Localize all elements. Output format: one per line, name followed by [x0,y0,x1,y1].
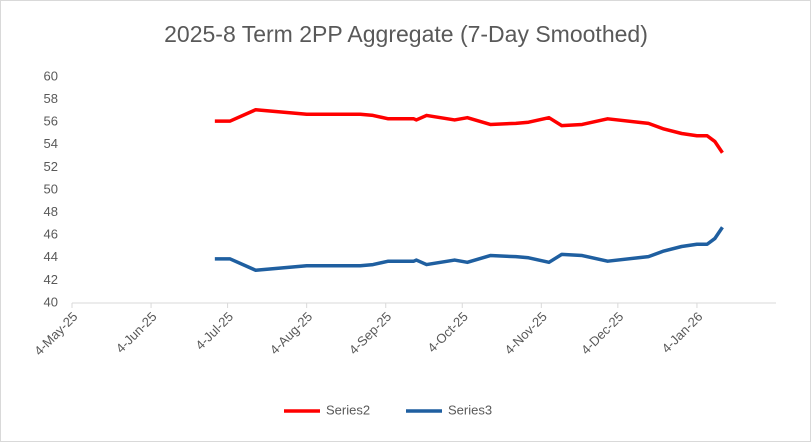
legend-label: Series3 [448,402,492,417]
y-tick-label: 40 [44,294,58,309]
y-tick-label: 48 [44,204,58,219]
y-tick-label: 50 [44,181,58,196]
series-line [214,108,724,154]
legend-label: Series2 [326,402,370,417]
y-tick-label: 46 [44,227,58,242]
y-tick-label: 42 [44,272,58,287]
y-tick-label: 56 [44,114,58,129]
y-tick-label: 44 [44,249,58,264]
y-tick-label: 58 [44,91,58,106]
y-tick-label: 60 [44,68,58,83]
series-line [214,226,724,272]
y-tick-label: 52 [44,159,58,174]
chart-title: 2025-8 Term 2PP Aggregate (7-Day Smoothe… [164,21,648,47]
y-tick-label: 54 [44,136,58,151]
